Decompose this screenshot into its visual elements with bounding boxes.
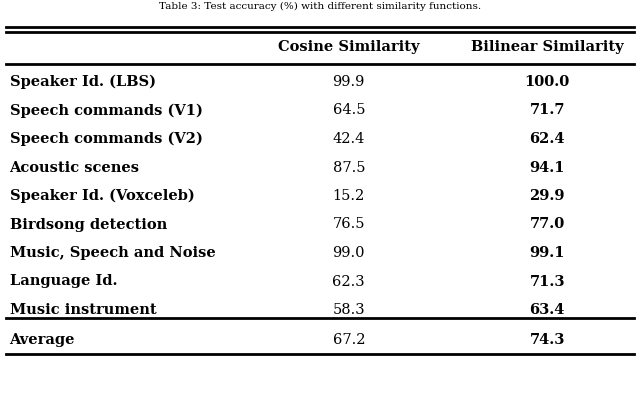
Text: 67.2: 67.2 [333, 333, 365, 347]
Text: 29.9: 29.9 [529, 189, 565, 203]
Text: 58.3: 58.3 [333, 303, 365, 317]
Text: 62.3: 62.3 [333, 275, 365, 288]
Text: 99.1: 99.1 [529, 246, 565, 260]
Text: Speaker Id. (LBS): Speaker Id. (LBS) [10, 75, 156, 89]
Text: Speech commands (V2): Speech commands (V2) [10, 132, 202, 146]
Text: Music, Speech and Noise: Music, Speech and Noise [10, 246, 215, 260]
Text: 15.2: 15.2 [333, 189, 365, 203]
Text: Language Id.: Language Id. [10, 275, 117, 288]
Text: Acoustic scenes: Acoustic scenes [10, 160, 140, 174]
Text: Bilinear Similarity: Bilinear Similarity [471, 40, 623, 54]
Text: 100.0: 100.0 [525, 75, 570, 89]
Text: 99.0: 99.0 [333, 246, 365, 260]
Text: 63.4: 63.4 [529, 303, 565, 317]
Text: Average: Average [10, 333, 75, 347]
Text: 77.0: 77.0 [529, 217, 565, 231]
Text: 71.7: 71.7 [529, 103, 565, 117]
Text: Speech commands (V1): Speech commands (V1) [10, 103, 202, 118]
Text: 76.5: 76.5 [333, 217, 365, 231]
Text: 74.3: 74.3 [529, 333, 565, 347]
Text: Music instrument: Music instrument [10, 303, 156, 317]
Text: Birdsong detection: Birdsong detection [10, 217, 167, 231]
Text: Speaker Id. (Voxceleb): Speaker Id. (Voxceleb) [10, 189, 195, 203]
Text: 42.4: 42.4 [333, 132, 365, 146]
Text: Table 3: Test accuracy (%) with different similarity functions.: Table 3: Test accuracy (%) with differen… [159, 2, 481, 11]
Text: 64.5: 64.5 [333, 103, 365, 117]
Text: 87.5: 87.5 [333, 160, 365, 174]
Text: Cosine Similarity: Cosine Similarity [278, 40, 420, 54]
Text: 62.4: 62.4 [529, 132, 565, 146]
Text: 99.9: 99.9 [333, 75, 365, 89]
Text: 71.3: 71.3 [529, 275, 565, 288]
Text: 94.1: 94.1 [529, 160, 565, 174]
